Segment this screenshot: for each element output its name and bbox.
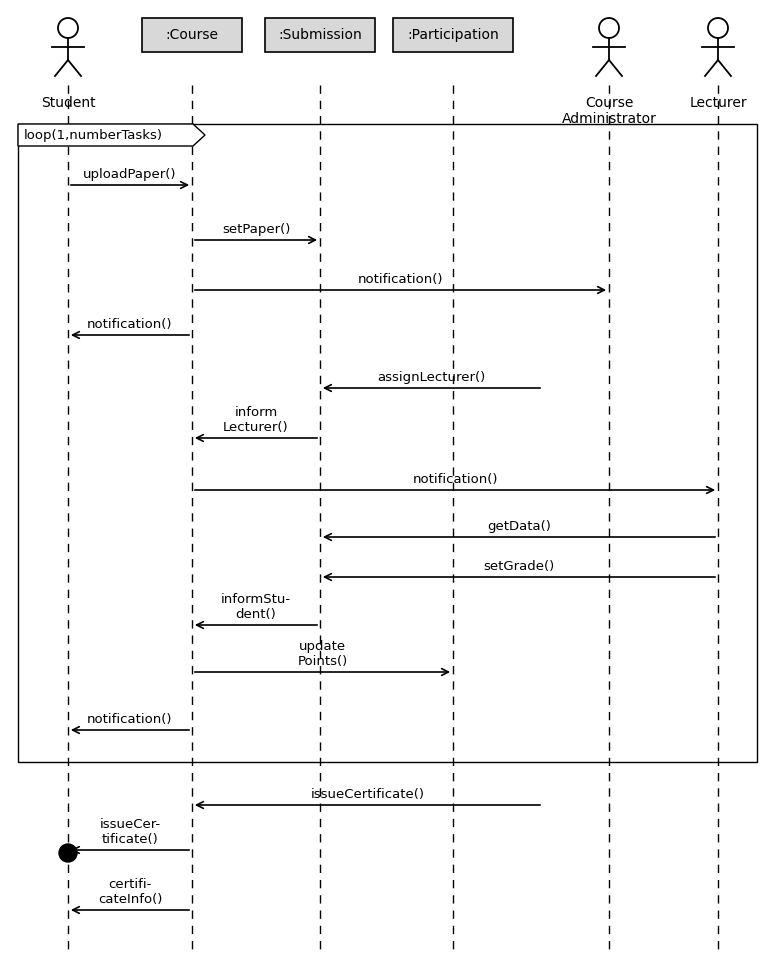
Text: inform
Lecturer(): inform Lecturer() — [223, 406, 289, 434]
Text: :Submission: :Submission — [278, 28, 362, 42]
Text: notification(): notification() — [87, 318, 173, 331]
Text: :Participation: :Participation — [407, 28, 499, 42]
Text: setGrade(): setGrade() — [483, 560, 554, 573]
Bar — [265, 18, 375, 52]
Text: issueCer-
tificate(): issueCer- tificate() — [99, 818, 161, 846]
Text: loop(1,numberTasks): loop(1,numberTasks) — [24, 129, 163, 141]
Text: issueCertificate(): issueCertificate() — [311, 788, 424, 801]
Text: notification(): notification() — [87, 713, 173, 726]
Bar — [18, 124, 757, 762]
Text: Course
Administrator: Course Administrator — [561, 96, 656, 126]
Text: certifi-
cateInfo(): certifi- cateInfo() — [98, 878, 162, 906]
Circle shape — [59, 844, 77, 862]
Text: notification(): notification() — [358, 273, 443, 286]
Text: assignLecturer(): assignLecturer() — [377, 371, 485, 384]
Text: notification(): notification() — [413, 473, 498, 486]
Text: Lecturer: Lecturer — [689, 96, 747, 110]
Text: :Course: :Course — [165, 28, 218, 42]
Bar — [142, 18, 242, 52]
Text: uploadPaper(): uploadPaper() — [83, 168, 177, 181]
Text: informStu-
dent(): informStu- dent() — [221, 593, 291, 621]
Text: Student: Student — [41, 96, 96, 110]
Text: setPaper(): setPaper() — [222, 223, 290, 236]
Text: getData(): getData() — [487, 520, 551, 533]
Polygon shape — [18, 124, 205, 146]
Bar — [393, 18, 513, 52]
Text: update
Points(): update Points() — [298, 640, 348, 668]
